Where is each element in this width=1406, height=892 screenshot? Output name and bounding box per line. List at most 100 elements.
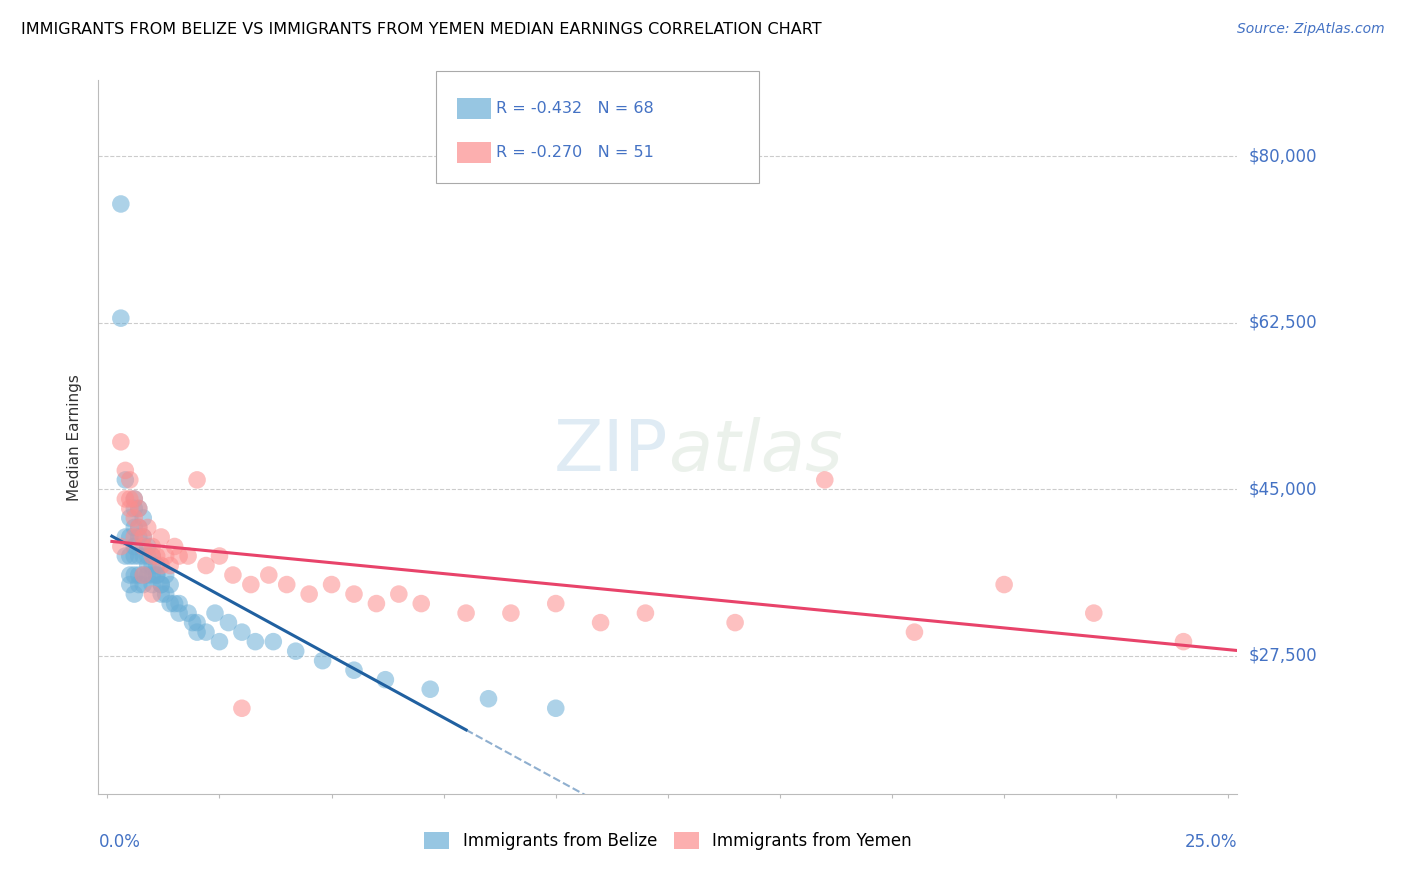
Point (284, 644, 307, 658)
Point (118, 568, 141, 582)
Point (141, 587, 163, 601)
Point (477, 691, 499, 706)
Point (132, 577, 155, 591)
Point (177, 606, 200, 620)
Point (141, 577, 163, 591)
Point (167, 606, 190, 620)
Point (186, 625, 208, 640)
Text: $62,500: $62,500 (1249, 314, 1317, 332)
Point (136, 520, 159, 534)
Point (195, 625, 218, 640)
Point (177, 549, 200, 563)
Text: ZIP: ZIP (554, 417, 668, 486)
Point (110, 434, 132, 449)
Point (132, 540, 155, 554)
Point (118, 491, 141, 506)
Point (239, 577, 262, 591)
Point (231, 625, 253, 640)
Point (311, 654, 333, 668)
Point (374, 673, 396, 687)
Point (124, 501, 146, 516)
Text: $45,000: $45,000 (1249, 481, 1317, 499)
Point (141, 558, 163, 573)
Point (114, 463, 136, 477)
Point (159, 597, 181, 611)
Point (114, 530, 136, 544)
Point (993, 577, 1015, 591)
Point (366, 597, 388, 611)
Point (589, 615, 612, 630)
Point (159, 577, 181, 591)
Text: R = -0.432   N = 68: R = -0.432 N = 68 (496, 101, 654, 116)
Point (544, 701, 567, 715)
Text: $27,500: $27,500 (1249, 647, 1317, 665)
Point (814, 473, 837, 487)
Point (124, 491, 146, 506)
Point (124, 491, 146, 506)
Point (167, 597, 190, 611)
Point (903, 625, 925, 640)
Point (145, 568, 167, 582)
Point (136, 549, 159, 563)
Point (110, 311, 132, 326)
Point (388, 587, 411, 601)
Point (499, 606, 522, 620)
Point (132, 511, 155, 525)
Point (181, 615, 204, 630)
Point (231, 701, 253, 715)
Point (124, 520, 146, 534)
Text: atlas: atlas (668, 417, 842, 486)
Point (150, 577, 173, 591)
Point (411, 597, 433, 611)
Point (124, 511, 146, 525)
Point (204, 606, 226, 620)
Point (217, 615, 239, 630)
Point (208, 549, 231, 563)
Point (132, 530, 155, 544)
Point (114, 549, 136, 563)
Point (343, 663, 366, 677)
Point (145, 549, 167, 563)
Point (110, 540, 132, 554)
Point (118, 549, 141, 563)
Text: $80,000: $80,000 (1249, 147, 1317, 165)
Point (141, 549, 163, 563)
Point (262, 634, 284, 648)
Point (454, 606, 477, 620)
Point (132, 549, 155, 563)
Point (150, 587, 173, 601)
Point (141, 549, 163, 563)
Point (419, 682, 441, 697)
Point (186, 615, 208, 630)
Point (124, 549, 146, 563)
Point (128, 501, 150, 516)
Point (118, 511, 141, 525)
Point (114, 473, 136, 487)
Point (163, 597, 186, 611)
Text: IMMIGRANTS FROM BELIZE VS IMMIGRANTS FROM YEMEN MEDIAN EARNINGS CORRELATION CHAR: IMMIGRANTS FROM BELIZE VS IMMIGRANTS FRO… (21, 22, 821, 37)
Point (145, 558, 167, 573)
Point (634, 606, 657, 620)
Point (124, 540, 146, 554)
Point (132, 568, 155, 582)
Point (155, 549, 177, 563)
Text: 25.0%: 25.0% (1185, 833, 1237, 851)
Point (276, 577, 298, 591)
Point (141, 568, 163, 582)
Point (222, 568, 245, 582)
Point (724, 615, 747, 630)
Point (321, 577, 343, 591)
Point (150, 558, 173, 573)
Point (155, 587, 177, 601)
Point (195, 558, 218, 573)
Point (128, 549, 150, 563)
Point (132, 568, 155, 582)
Legend: Immigrants from Belize, Immigrants from Yemen: Immigrants from Belize, Immigrants from … (418, 825, 918, 857)
Text: 0.0%: 0.0% (98, 833, 141, 851)
Point (114, 491, 136, 506)
Point (118, 530, 141, 544)
Point (257, 568, 280, 582)
Point (298, 587, 321, 601)
Point (245, 634, 267, 648)
Point (150, 530, 173, 544)
